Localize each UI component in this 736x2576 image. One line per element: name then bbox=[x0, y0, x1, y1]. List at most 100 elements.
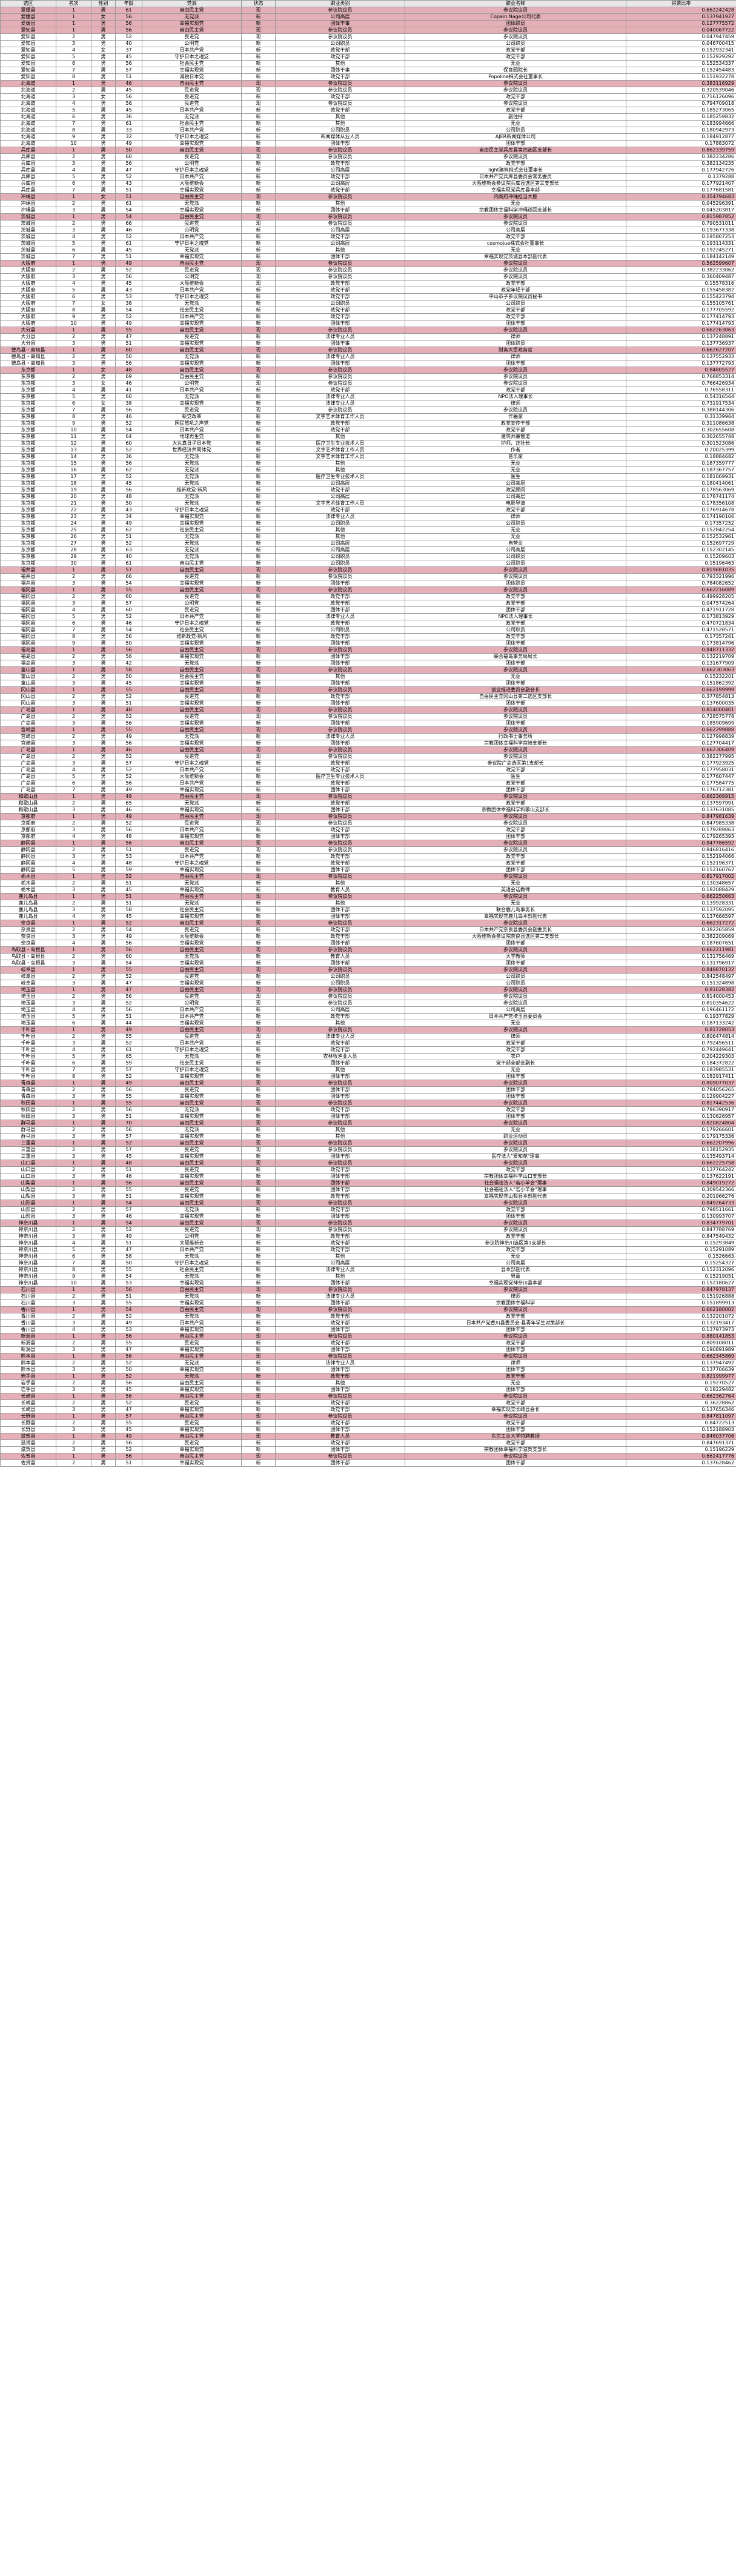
cell-status: 新 bbox=[241, 606, 276, 614]
cell-status: 新 bbox=[241, 493, 276, 500]
cell-rank: 8 bbox=[56, 307, 91, 314]
cell-status: 新 bbox=[241, 1073, 276, 1080]
cell-gender: 男 bbox=[91, 973, 116, 980]
cell-party: 无党派 bbox=[142, 480, 242, 487]
cell-status: 新 bbox=[241, 693, 276, 700]
cell-occupation-category: 政党干部 bbox=[275, 427, 405, 434]
cell-district: 鸟取县・岛根县 bbox=[0, 953, 56, 960]
cell-district: 茨城县 bbox=[0, 220, 56, 227]
cell-status: 现 bbox=[241, 153, 276, 161]
cell-vote-ratio: 0.177942726 bbox=[626, 167, 736, 174]
cell-occupation-category: 公司职员 bbox=[275, 980, 405, 987]
cell-occupation-category: 公司职员 bbox=[275, 553, 405, 560]
table-row: 茨城县 2 男 66 民进党现参议院议员 参议院议员 0.790531011 bbox=[0, 220, 736, 227]
cell-district: 栃木县 bbox=[0, 880, 56, 887]
cell-gender: 男 bbox=[91, 1226, 116, 1233]
cell-age: 56 bbox=[115, 93, 142, 101]
cell-rank: 9 bbox=[56, 313, 91, 320]
cell-vote-ratio: 0.662368915 bbox=[626, 793, 736, 800]
cell-party: 幸福实现党 bbox=[142, 1153, 242, 1160]
cell-rank: 2 bbox=[56, 1226, 91, 1233]
cell-gender: 男 bbox=[91, 293, 116, 300]
cell-age: 56 bbox=[115, 13, 142, 21]
cell-occupation-name: 公司职员 bbox=[405, 300, 626, 307]
cell-rank: 2 bbox=[56, 1379, 91, 1387]
cell-occupation-category: 其他 bbox=[275, 1126, 405, 1134]
cell-age: 55 bbox=[115, 1186, 142, 1193]
cell-status: 新 bbox=[241, 293, 276, 300]
cell-status: 新 bbox=[241, 340, 276, 347]
cell-district: 爱媛县 bbox=[0, 7, 56, 14]
cell-status: 现 bbox=[241, 873, 276, 880]
cell-district: 山口县 bbox=[0, 1166, 56, 1173]
cell-vote-ratio: 0.047574264 bbox=[626, 600, 736, 607]
cell-party: 无党派 bbox=[142, 1126, 242, 1134]
cell-district: 大阪府 bbox=[0, 293, 56, 300]
table-row: 福冈县 8 男 56 维新政党·新风新政党干部 政党干部 0.17357261 bbox=[0, 633, 736, 640]
cell-age: 56 bbox=[115, 486, 142, 494]
cell-rank: 3 bbox=[56, 980, 91, 987]
cell-age: 46 bbox=[115, 1213, 142, 1220]
cell-occupation-name: 参议院议员 bbox=[405, 946, 626, 954]
cell-gender: 男 bbox=[91, 1273, 116, 1280]
cell-party: 民进党 bbox=[142, 820, 242, 827]
cell-party: 无党派 bbox=[142, 13, 242, 21]
cell-occupation-category: 其他 bbox=[275, 120, 405, 127]
cell-vote-ratio: 0.862339759 bbox=[626, 147, 736, 154]
cell-occupation-category: 团体干部 bbox=[275, 866, 405, 874]
cell-vote-ratio: 0.809108011 bbox=[626, 1339, 736, 1347]
cell-occupation-name: 团体干部 bbox=[405, 1366, 626, 1373]
cell-occupation-category: 团体干部 bbox=[275, 700, 405, 707]
cell-district: 秋田县 bbox=[0, 1113, 56, 1120]
cell-occupation-category: 法律专业人员 bbox=[275, 1033, 405, 1040]
cell-rank: 4 bbox=[56, 233, 91, 241]
cell-occupation-category: 医疗卫生专业技术人员 bbox=[275, 773, 405, 780]
cell-party: 守护日本之魂党 bbox=[142, 167, 242, 174]
cell-party: 守护日本之魂党 bbox=[142, 1046, 242, 1054]
cell-district: 福冈县 bbox=[0, 600, 56, 607]
cell-vote-ratio: 0.193677338 bbox=[626, 227, 736, 234]
cell-gender: 男 bbox=[91, 433, 116, 440]
cell-party: 民进党 bbox=[142, 593, 242, 600]
cell-occupation-name: 参议院议员 bbox=[405, 1026, 626, 1034]
cell-age: 36 bbox=[115, 453, 142, 460]
cell-occupation-category: 团体干部 bbox=[275, 360, 405, 367]
cell-status: 现 bbox=[241, 966, 276, 974]
cell-occupation-name: 参议院议员 bbox=[405, 1226, 626, 1233]
cell-gender: 男 bbox=[91, 33, 116, 41]
cell-vote-ratio: 0.137600035 bbox=[626, 700, 736, 707]
cell-occupation-name: 参议院议员 bbox=[405, 813, 626, 820]
table-row: 爱媛县 1 男 56 幸福实现党新团体干事 团体职员 0.127775572 bbox=[0, 20, 736, 27]
cell-occupation-name: 自营业 bbox=[405, 540, 626, 547]
cell-vote-ratio: 0.178563069 bbox=[626, 486, 736, 494]
cell-rank: 5 bbox=[56, 773, 91, 780]
cell-occupation-category: 团体干部 bbox=[275, 1326, 405, 1333]
cell-gender: 男 bbox=[91, 1353, 116, 1360]
cell-vote-ratio: 0.180414061 bbox=[626, 480, 736, 487]
cell-district: 神奈川县 bbox=[0, 1266, 56, 1273]
cell-occupation-category: 政党干部 bbox=[275, 1246, 405, 1253]
cell-occupation-name: cosmojue株式会社董事长 bbox=[405, 240, 626, 247]
cell-rank: 3 bbox=[56, 740, 91, 747]
cell-party: 民进党 bbox=[142, 100, 242, 107]
cell-district: 广岛县 bbox=[0, 780, 56, 787]
cell-gender: 男 bbox=[91, 713, 116, 720]
cell-occupation-name: 幸福实现党山梨县本部副代表 bbox=[405, 1193, 626, 1200]
cell-vote-ratio: 0.81728053 bbox=[626, 1026, 736, 1034]
cell-age: 57 bbox=[115, 600, 142, 607]
table-row: 千叶县 8 男 52 幸福实现党新团体干部 团体干部 0.182917411 bbox=[0, 1073, 736, 1080]
cell-party: 自由民主党 bbox=[142, 1379, 242, 1387]
cell-party: 幸福实现党 bbox=[142, 320, 242, 327]
cell-rank: 2 bbox=[56, 1439, 91, 1447]
cell-vote-ratio: 0.15578316 bbox=[626, 280, 736, 287]
table-row: 岩手县 3 男 45 幸福实现党新团体干部 团体干部 0.18229482 bbox=[0, 1386, 736, 1393]
cell-age: 48 bbox=[115, 367, 142, 374]
table-row: 冲绳县 3 男 54 幸福实现党新团体干部 宗教团体幸福科学冲绳巡回支部长 0.045203… bbox=[0, 207, 736, 214]
cell-occupation-category: 团体干部 bbox=[275, 1073, 405, 1080]
cell-rank: 22 bbox=[56, 506, 91, 514]
cell-occupation-category: 团体干部 bbox=[275, 320, 405, 327]
table-row: 青森县 1 男 49 自由民主党现参议院议员 参议院议员 0.809077037 bbox=[0, 1080, 736, 1087]
cell-party: 社会民主党 bbox=[142, 1266, 242, 1273]
cell-party: 幸福实现党 bbox=[142, 1426, 242, 1433]
cell-gender: 男 bbox=[91, 427, 116, 434]
